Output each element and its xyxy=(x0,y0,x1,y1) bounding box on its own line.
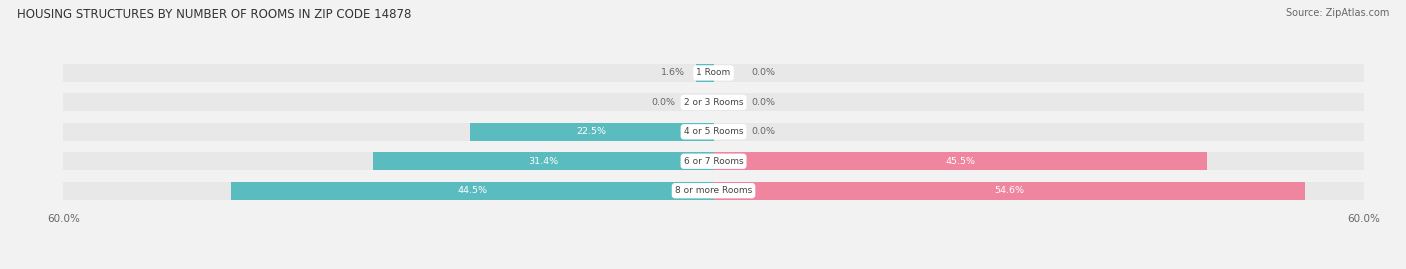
Bar xyxy=(63,182,1364,200)
Text: 1 Room: 1 Room xyxy=(696,68,731,77)
Text: 0.0%: 0.0% xyxy=(651,98,676,107)
Text: 4 or 5 Rooms: 4 or 5 Rooms xyxy=(683,127,744,136)
Bar xyxy=(63,152,1364,170)
Text: 54.6%: 54.6% xyxy=(994,186,1025,195)
Bar xyxy=(63,123,1364,141)
Text: 2 or 3 Rooms: 2 or 3 Rooms xyxy=(683,98,744,107)
Text: 22.5%: 22.5% xyxy=(576,127,606,136)
Text: Source: ZipAtlas.com: Source: ZipAtlas.com xyxy=(1285,8,1389,18)
Bar xyxy=(63,93,1364,111)
Bar xyxy=(373,152,713,170)
Bar xyxy=(231,182,713,200)
Text: 0.0%: 0.0% xyxy=(751,98,776,107)
Bar xyxy=(696,64,713,82)
Text: 31.4%: 31.4% xyxy=(529,157,558,166)
Text: 1.6%: 1.6% xyxy=(661,68,685,77)
Text: 6 or 7 Rooms: 6 or 7 Rooms xyxy=(683,157,744,166)
Text: 8 or more Rooms: 8 or more Rooms xyxy=(675,186,752,195)
Bar xyxy=(470,123,713,141)
Bar xyxy=(63,64,1364,82)
Text: HOUSING STRUCTURES BY NUMBER OF ROOMS IN ZIP CODE 14878: HOUSING STRUCTURES BY NUMBER OF ROOMS IN… xyxy=(17,8,411,21)
Bar xyxy=(713,152,1206,170)
Text: 0.0%: 0.0% xyxy=(751,68,776,77)
Bar xyxy=(713,182,1305,200)
Text: 0.0%: 0.0% xyxy=(751,127,776,136)
Legend: Owner-occupied, Renter-occupied: Owner-occupied, Renter-occupied xyxy=(609,268,818,269)
Text: 45.5%: 45.5% xyxy=(945,157,976,166)
Text: 44.5%: 44.5% xyxy=(457,186,488,195)
